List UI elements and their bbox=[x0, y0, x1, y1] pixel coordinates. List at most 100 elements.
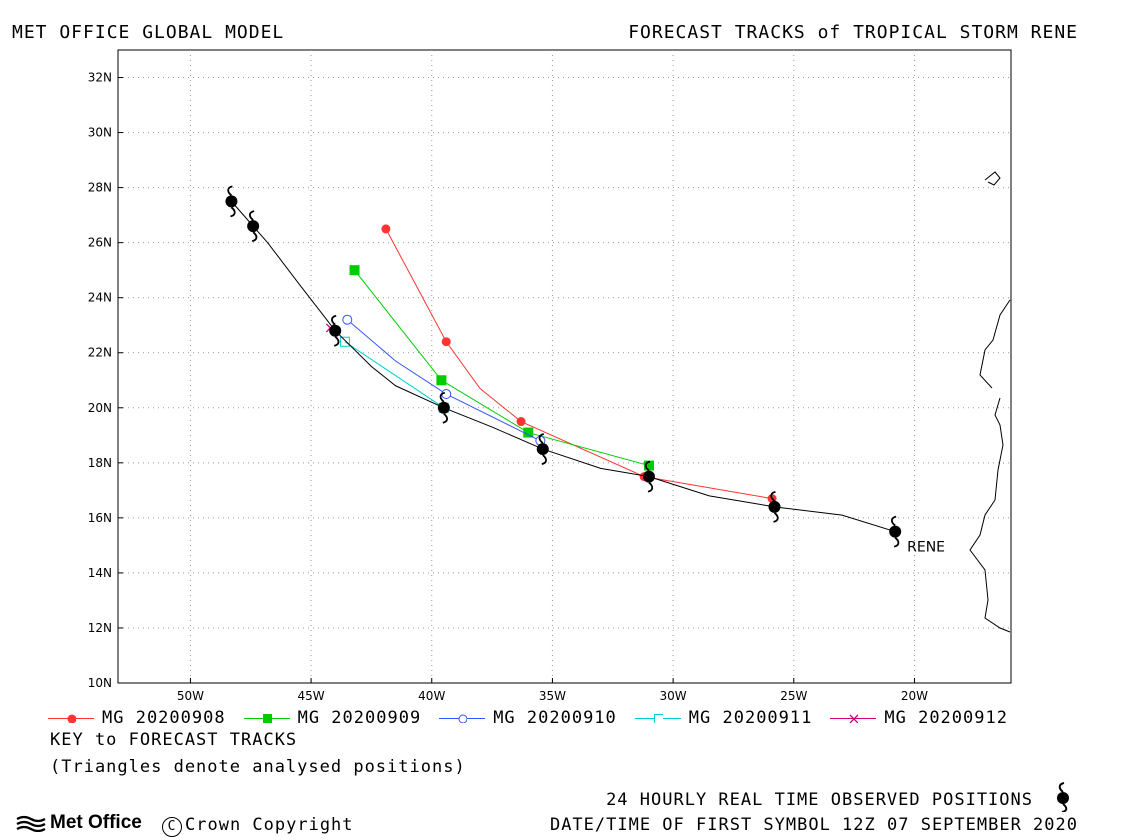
coastline-africa bbox=[969, 171, 1011, 633]
legend-item: MG 20200909 bbox=[243, 708, 422, 728]
forecast-series bbox=[342, 314, 546, 446]
observed-position bbox=[329, 314, 342, 347]
hurricane-symbol-arm bbox=[891, 515, 897, 527]
hurricane-symbol-arm bbox=[230, 206, 236, 218]
hurricane-symbol-arm bbox=[647, 481, 654, 493]
forecast-tracks bbox=[325, 224, 777, 504]
hurricane-symbol-arm bbox=[538, 433, 545, 444]
legend-label: MG 20200909 bbox=[297, 708, 422, 728]
tick-label-lat: 30N bbox=[88, 126, 112, 140]
observed-position bbox=[768, 490, 781, 523]
forecast-track-line bbox=[385, 228, 773, 500]
legend-item: MG 20200910 bbox=[439, 708, 617, 728]
triangles-note: (Triangles denote analysed positions) bbox=[50, 757, 466, 777]
forecast-track-line bbox=[346, 319, 541, 442]
hurricane-symbol bbox=[889, 525, 902, 538]
legend-label: MG 20200908 bbox=[102, 708, 226, 728]
tick-label-lon: 20W bbox=[901, 689, 928, 703]
tick-label-lat: 26N bbox=[88, 236, 112, 250]
hurricane-symbol-arm bbox=[541, 454, 547, 465]
hurricane-symbol-arm bbox=[644, 460, 651, 472]
forecast-point bbox=[523, 427, 534, 438]
tick-label-lat: 10N bbox=[88, 676, 112, 690]
hurricane-symbol-arm bbox=[773, 512, 779, 523]
legend: MG 20200908 MG 20200909 MG 20200910 MG 2020… bbox=[48, 708, 1026, 728]
tick-label-lat: 18N bbox=[88, 456, 112, 470]
legend-swatch bbox=[48, 709, 94, 727]
key-title: KEY to FORECAST TRACKS bbox=[50, 730, 298, 750]
legend-swatch bbox=[243, 709, 290, 727]
copyright-label: Crown Copyright bbox=[185, 815, 354, 835]
tick-label-lon: 40W bbox=[418, 689, 445, 703]
hurricane-symbol bbox=[768, 500, 781, 513]
tick-label-lat: 20N bbox=[88, 401, 112, 415]
storm-name-label: RENE bbox=[907, 540, 945, 556]
header-right-title: FORECAST TRACKS of TROPICAL STORM RENE bbox=[628, 22, 1078, 43]
tick-label-lat: 14N bbox=[88, 566, 112, 580]
observed-position bbox=[225, 185, 238, 218]
hurricane-symbol-arm bbox=[439, 391, 446, 403]
forecast-point bbox=[342, 314, 353, 325]
forecast-track-line bbox=[354, 269, 650, 467]
hurricane-symbol bbox=[642, 470, 655, 483]
hurricane-symbol-arm bbox=[893, 536, 900, 548]
legend-item: MG 20200911 bbox=[634, 708, 813, 728]
forecast-point bbox=[643, 460, 654, 471]
axis-ticks: 10N 12N 14N 16N 18N 20N 22N 24N 26N 28N 30N 32N 50W 4… bbox=[88, 71, 928, 703]
tick-label-lon: 30W bbox=[660, 689, 687, 703]
hurricane-symbol bbox=[247, 220, 260, 233]
tick-label-lon: 25W bbox=[780, 689, 807, 703]
legend-marker-icon bbox=[653, 714, 663, 723]
hurricane-symbol-arm bbox=[333, 336, 340, 347]
hurricane-symbol-arm bbox=[227, 185, 233, 197]
tick-label-lat: 12N bbox=[88, 621, 112, 635]
legend-item: MG 20200912 bbox=[830, 708, 1008, 728]
coastline-segment bbox=[969, 397, 1011, 633]
tick-label-lat: 16N bbox=[88, 511, 112, 525]
tick-label-lon: 35W bbox=[539, 689, 566, 703]
tick-label-lat: 28N bbox=[88, 181, 112, 195]
forecast-point bbox=[339, 336, 350, 347]
copyright-icon: C bbox=[162, 817, 182, 837]
legend-swatch bbox=[830, 709, 877, 727]
tick-label-lat: 24N bbox=[88, 291, 112, 305]
legend-marker-icon bbox=[458, 714, 468, 723]
hurricane-symbol bbox=[437, 401, 450, 414]
legend-label: MG 20200910 bbox=[493, 708, 617, 728]
hurricane-symbol-arm bbox=[331, 314, 337, 326]
legend-marker-icon bbox=[67, 714, 76, 723]
legend-marker-icon bbox=[849, 714, 859, 723]
map-frame bbox=[117, 49, 1012, 684]
logo-text: Met Office bbox=[50, 812, 142, 833]
hurricane-symbol-arm bbox=[442, 413, 448, 424]
forecast-point bbox=[516, 417, 526, 427]
observed-position bbox=[536, 433, 549, 465]
forecast-point bbox=[381, 224, 391, 234]
observed-track bbox=[225, 185, 902, 548]
legend-swatch bbox=[634, 709, 681, 727]
hurricane-symbol-arm bbox=[251, 231, 258, 243]
observed-track-line bbox=[231, 201, 896, 533]
hurricane-symbol-icon bbox=[1057, 782, 1069, 812]
legend-label: MG 20200912 bbox=[884, 708, 1008, 728]
observed-position bbox=[247, 210, 260, 243]
forecast-point bbox=[441, 337, 451, 347]
legend-marker-icon bbox=[262, 714, 272, 723]
forecast-track-line bbox=[344, 341, 445, 409]
tick-label-lat: 32N bbox=[88, 71, 112, 85]
observed-positions-note: 24 HOURLY REAL TIME OBSERVED POSITIONS bbox=[606, 790, 1033, 810]
island-outline bbox=[984, 171, 1001, 186]
observed-position bbox=[642, 460, 655, 493]
observed-position bbox=[437, 391, 450, 424]
met-office-logo: Met Office bbox=[16, 812, 142, 834]
met-office-wave-icon bbox=[16, 815, 46, 832]
forecast-point bbox=[436, 375, 447, 386]
first-symbol-datetime: DATE/TIME OF FIRST SYMBOL 12Z 07 SEPTEMB… bbox=[549, 815, 1078, 835]
map-grid bbox=[118, 50, 1011, 683]
hurricane-symbol bbox=[225, 195, 238, 208]
legend-item: MG 20200908 bbox=[48, 708, 226, 728]
forecast-point bbox=[349, 265, 360, 276]
hurricane-symbol-arm bbox=[249, 210, 255, 221]
hurricane-symbol bbox=[329, 324, 342, 337]
